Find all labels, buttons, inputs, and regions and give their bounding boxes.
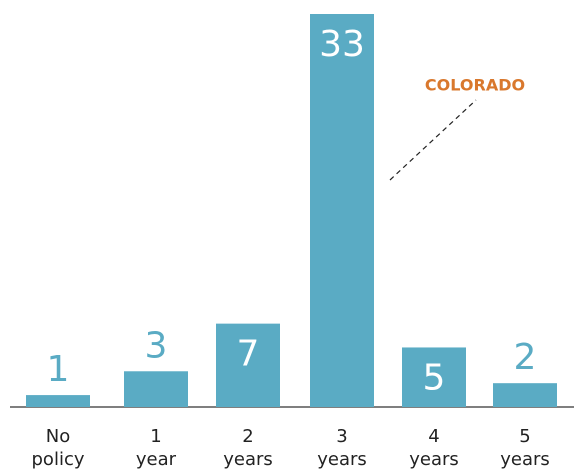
value-label: 33 bbox=[319, 24, 365, 65]
x-tick-label: 3 bbox=[336, 426, 347, 447]
x-tick-label: years bbox=[317, 449, 367, 470]
x-tick-label: 2 bbox=[242, 426, 253, 447]
bar bbox=[402, 347, 466, 407]
bar bbox=[26, 395, 90, 407]
x-tick-label: 4 bbox=[428, 426, 439, 447]
bar bbox=[310, 14, 374, 407]
x-tick-label: 5 bbox=[519, 426, 530, 447]
annotation: COLORADO bbox=[425, 76, 525, 95]
value-label: 3 bbox=[145, 325, 168, 366]
x-tick-label: years bbox=[409, 449, 459, 470]
x-tick-label: years bbox=[500, 449, 550, 470]
bar bbox=[493, 383, 557, 407]
value-label: 1 bbox=[47, 349, 70, 390]
x-tick-label: years bbox=[223, 449, 273, 470]
value-label: 7 bbox=[237, 334, 260, 375]
x-tick-label: No bbox=[46, 426, 70, 447]
annotation-leader bbox=[389, 99, 477, 181]
x-tick-label: year bbox=[136, 449, 177, 470]
x-tick-label: policy bbox=[32, 449, 85, 470]
x-tick-label: 1 bbox=[150, 426, 161, 447]
bar bbox=[216, 323, 280, 407]
bar bbox=[124, 371, 188, 407]
value-label: 5 bbox=[423, 357, 446, 398]
value-label: 2 bbox=[514, 337, 537, 378]
